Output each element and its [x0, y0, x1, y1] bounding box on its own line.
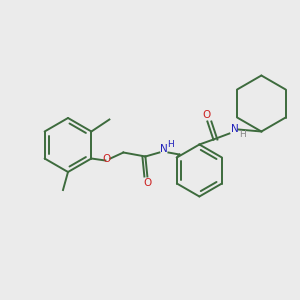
Text: O: O [143, 178, 152, 188]
Text: H: H [167, 140, 174, 149]
Text: O: O [202, 110, 211, 119]
Text: N: N [230, 124, 238, 134]
Text: N: N [160, 145, 167, 154]
Text: H: H [239, 130, 246, 139]
Text: O: O [102, 154, 110, 164]
